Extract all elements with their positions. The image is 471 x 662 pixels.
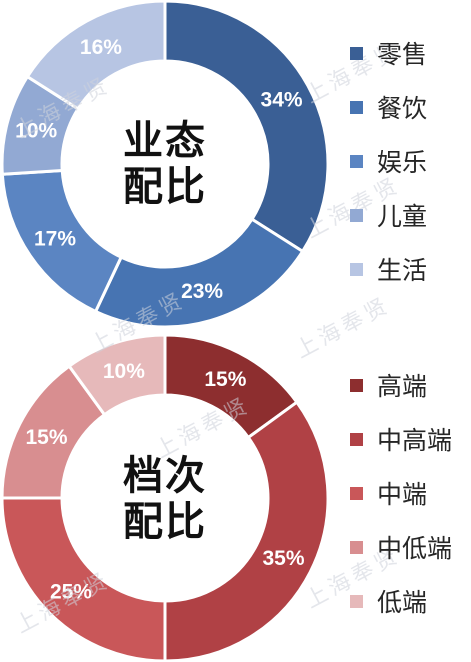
legend-swatch [350,594,363,608]
legend-label: 中端 [377,480,428,509]
legend-label: 餐饮 [377,94,428,123]
legend-item: 低端 [350,574,452,628]
legend-label: 生活 [377,256,428,285]
business-mix-value-label-4: 10% [15,119,57,142]
grade-mix-value-label-5: 10% [103,360,145,383]
business-mix-slice-5 [25,0,167,111]
legend-item: 餐饮 [350,80,427,134]
legend-label: 中低端 [377,534,453,563]
legend-label: 儿童 [377,202,428,231]
legend-swatch [350,208,363,222]
business-mix-slice-1 [163,0,330,254]
business-mix-title-line-2: 配比 [123,164,207,210]
legend-swatch [350,432,363,446]
business-mix-title: 业态 配比 [90,118,240,210]
legend-label: 高端 [377,372,428,401]
grade-mix-legend: 高端 中高端 中端 中低端 低端 [350,358,452,628]
business-mix-legend: 零售 餐饮 娱乐 儿童 生活 [350,26,427,296]
grade-mix-title: 档次 配比 [90,453,240,545]
legend-swatch [350,154,363,168]
grade-mix-value-label-4: 15% [25,426,67,449]
legend-swatch [350,100,363,114]
legend-label: 娱乐 [377,148,428,177]
grade-mix-slice-5 [67,333,167,417]
legend-swatch [350,486,363,500]
business-mix-value-label-1: 34% [261,88,303,111]
grade-mix-value-label-1: 15% [204,368,246,391]
grade-mix-value-label-3: 25% [50,581,92,604]
legend-swatch [350,262,363,276]
legend-item: 生活 [350,242,427,296]
legend-swatch [350,540,363,554]
business-mix-value-label-5: 16% [80,36,122,59]
grade-mix-donut: 15% 35% 25% 15% 10% [0,333,330,662]
legend-item: 中端 [350,466,452,520]
business-mix-title-line-1: 业态 [123,118,207,164]
grade-mix-slice-2 [163,400,330,662]
grade-mix-title-line-2: 配比 [123,499,207,545]
business-mix-donut: 34% 23% 17% 10% 16% [0,0,330,329]
legend-label: 低端 [377,588,428,617]
legend-item: 中低端 [350,520,452,574]
legend-label: 零售 [377,40,428,69]
business-mix-slice-2 [93,217,305,329]
business-mix-value-label-3: 17% [34,227,76,250]
grade-mix-title-line-1: 档次 [123,453,207,499]
legend-item: 高端 [350,358,452,412]
grade-mix-value-label-2: 35% [262,547,304,570]
legend-swatch [350,46,363,60]
grade-mix-slice-3 [0,496,167,662]
legend-label: 中高端 [377,426,453,455]
legend-item: 中高端 [350,412,452,466]
business-mix-value-label-2: 23% [181,280,223,303]
legend-item: 儿童 [350,188,427,242]
legend-swatch [350,378,363,392]
legend-item: 零售 [350,26,427,80]
legend-item: 娱乐 [350,134,427,188]
